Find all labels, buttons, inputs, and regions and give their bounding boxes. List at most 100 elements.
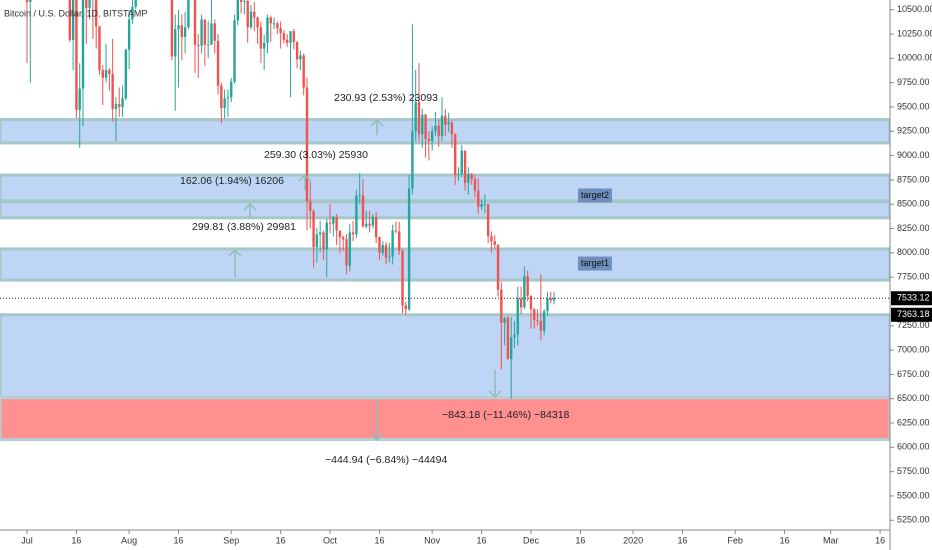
measure-arrow-head	[488, 390, 502, 399]
candle-body	[305, 87, 309, 202]
candle-body	[104, 70, 108, 78]
candle-body	[230, 81, 233, 98]
target-label: target2	[581, 190, 609, 200]
candle-body	[177, 25, 180, 30]
chart-title: Bitcoin / U.S. Dollar, 1D, BITSTAMP	[4, 8, 147, 18]
measure-label: 259.30 (3.03%) 25930	[264, 149, 368, 161]
candle-body	[503, 318, 506, 323]
candle-body	[355, 195, 358, 235]
candle-body	[437, 125, 440, 137]
candle-body	[371, 216, 375, 226]
candle-body	[71, 0, 75, 40]
y-tick-label: 8000.00	[897, 247, 930, 257]
candle-body	[276, 23, 279, 29]
candle-body	[131, 6, 134, 20]
candle-body	[118, 104, 121, 107]
candle-body	[493, 241, 496, 246]
candle-body	[272, 23, 276, 25]
candle-body	[236, 0, 240, 21]
x-tick-label: 16	[174, 535, 184, 545]
candle-body	[318, 232, 322, 235]
candle-body	[249, 11, 253, 28]
y-tick-label: 5250.00	[897, 515, 930, 525]
candle-body	[75, 0, 78, 110]
candle-body	[170, 0, 174, 57]
candle-body	[342, 237, 345, 240]
candle-body	[226, 97, 230, 99]
level-price-box	[891, 307, 932, 322]
candle-body	[206, 44, 210, 46]
candle-body	[180, 25, 184, 37]
x-tick-label: Jul	[21, 535, 33, 545]
candle-body	[266, 17, 269, 43]
candle-body	[348, 232, 352, 266]
candle-body	[440, 115, 444, 137]
candle-body	[312, 211, 315, 248]
candle-body	[98, 26, 101, 71]
target-label: target1	[581, 258, 609, 268]
overlays: target2 target1 230.93 (2.53%) 23093 259.30…	[0, 92, 890, 466]
candle-body	[513, 334, 516, 338]
candle-body	[398, 231, 401, 251]
candle-body	[358, 195, 361, 197]
candle-body	[220, 85, 223, 108]
candle-body	[101, 70, 104, 78]
candle-body	[463, 150, 467, 183]
candle-body	[427, 139, 431, 142]
candle-body	[460, 150, 463, 175]
candle-body	[414, 102, 417, 132]
candle-body	[391, 230, 394, 257]
candle-body	[111, 73, 114, 109]
candle-body	[85, 0, 88, 8]
candle-body	[526, 276, 529, 296]
candle-body	[381, 245, 384, 253]
measure-arrow-head	[370, 433, 384, 442]
x-tick-label: 16	[477, 535, 487, 545]
candle-body	[332, 216, 335, 224]
candle-body	[533, 309, 536, 320]
candle-body	[388, 256, 391, 258]
level-price-label: 7363.18	[897, 309, 930, 319]
candle-body	[286, 39, 289, 43]
candle-body	[233, 20, 236, 82]
candle-body	[302, 55, 305, 88]
candle-body	[338, 230, 342, 238]
zone	[0, 396, 890, 442]
measure-label: 230.93 (2.53%) 23093	[334, 92, 438, 104]
x-tick-label: Oct	[323, 535, 338, 545]
candle-body	[470, 174, 473, 179]
y-tick-label: 7000.00	[897, 344, 930, 354]
candle-body	[490, 236, 493, 242]
candle-body	[256, 17, 259, 28]
candles	[25, 0, 556, 399]
candle-body	[216, 40, 220, 86]
y-tick-label: 7250.00	[897, 320, 930, 330]
candle-body	[108, 70, 111, 74]
y-tick-label: 5750.00	[897, 466, 930, 476]
candle-body	[259, 27, 263, 49]
candle-body	[384, 245, 388, 258]
candle-body	[473, 178, 477, 191]
zone	[0, 173, 890, 220]
candle-body	[365, 223, 368, 227]
measure-arrow-head	[370, 118, 384, 127]
x-tick-label: Nov	[424, 535, 441, 545]
candle-body	[114, 104, 118, 109]
candle-body	[210, 23, 213, 45]
zone	[0, 313, 890, 400]
x-tick-label: 16	[575, 535, 585, 545]
candle-body	[88, 0, 91, 8]
target-box	[578, 256, 612, 271]
candle-body	[289, 31, 292, 43]
measure-arrow-head	[228, 248, 242, 257]
candle-body	[223, 98, 226, 108]
candle-body	[193, 0, 197, 45]
x-tick-label: 16	[276, 535, 286, 545]
candle-body	[361, 195, 365, 227]
candle-body	[374, 216, 378, 238]
candle-body	[430, 131, 434, 142]
x-tick-label: 16	[374, 535, 384, 545]
candle-body	[351, 232, 355, 235]
candle-body	[243, 0, 246, 2]
